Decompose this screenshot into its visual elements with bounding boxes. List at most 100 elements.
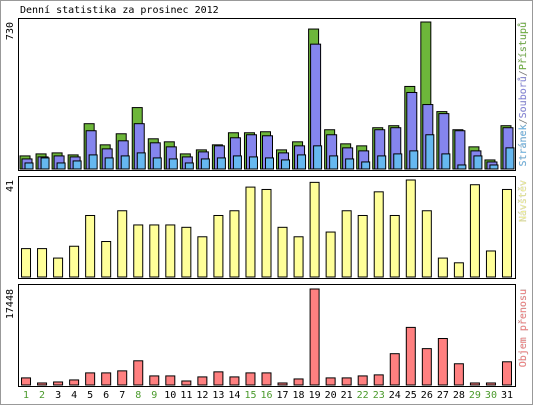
x-tick-label: 5 <box>87 390 93 401</box>
bar <box>101 241 112 278</box>
x-tick-label: 18 <box>293 390 305 401</box>
x-tick-label: 14 <box>228 390 240 401</box>
bar <box>389 353 400 386</box>
x-tick-label: 12 <box>196 390 208 401</box>
bar <box>136 152 146 170</box>
bar <box>501 188 512 278</box>
bar <box>53 257 64 278</box>
bar <box>421 210 432 278</box>
bar <box>53 381 64 386</box>
legend-entry: Návštěv <box>517 180 529 222</box>
bar <box>297 154 307 170</box>
bar <box>69 245 80 278</box>
chart-title: Denní statistika za prosinec 2012 <box>20 4 219 16</box>
y-tick-label: 17448 <box>5 289 16 319</box>
legend-entry: Objem přenosu <box>517 289 529 367</box>
bar <box>229 376 240 386</box>
bar <box>501 361 512 386</box>
bar <box>120 155 130 170</box>
bar <box>505 147 515 170</box>
bar <box>200 158 210 170</box>
legend-entry: Přístupů <box>517 22 529 70</box>
x-tick-label: 13 <box>212 390 224 401</box>
bar <box>184 162 194 170</box>
x-tick-label: 4 <box>71 390 77 401</box>
bar <box>265 157 274 170</box>
bar <box>293 236 304 278</box>
bar <box>405 179 416 278</box>
bar <box>341 210 352 278</box>
bar <box>85 372 96 386</box>
bar <box>216 157 226 170</box>
legend-entry: Stránek <box>517 124 529 166</box>
legend: Objem přenosu <box>517 289 529 367</box>
bar <box>389 214 400 278</box>
x-tick-label: 15 <box>244 390 256 401</box>
bar <box>213 371 224 386</box>
x-tick-label: 1 <box>23 390 29 401</box>
x-tick-label: 11 <box>180 390 192 401</box>
bar <box>40 157 50 170</box>
bar <box>104 157 114 170</box>
bar <box>181 226 192 278</box>
x-tick-label: 25 <box>405 390 417 401</box>
bar <box>213 214 224 278</box>
bar <box>149 224 160 278</box>
bar <box>248 156 258 170</box>
bar <box>405 326 416 386</box>
bar <box>133 224 144 278</box>
bar <box>325 231 336 278</box>
bar <box>454 130 466 170</box>
bar <box>56 162 66 170</box>
x-tick-label: 8 <box>135 390 141 401</box>
bar <box>261 188 272 278</box>
bar <box>85 214 96 278</box>
bar <box>21 248 32 278</box>
legend-separator: / <box>518 118 529 124</box>
x-tick-label: 26 <box>421 390 433 401</box>
x-tick-label: 20 <box>325 390 337 401</box>
bar <box>469 184 480 278</box>
bar <box>473 155 483 170</box>
bar <box>313 145 323 170</box>
bar <box>21 377 32 386</box>
bar <box>197 376 208 386</box>
bar <box>377 155 387 170</box>
bar <box>325 377 336 386</box>
bar <box>457 164 467 170</box>
x-tick-label: 10 <box>164 390 176 401</box>
bar <box>69 379 80 386</box>
x-tick-label: 24 <box>389 390 401 401</box>
bar <box>152 157 162 170</box>
bar <box>37 248 48 278</box>
bar <box>117 210 128 278</box>
x-tick-label: 17 <box>277 390 289 401</box>
bar <box>24 162 34 170</box>
x-tick-label: 27 <box>437 390 449 401</box>
bar <box>229 210 240 278</box>
bar <box>168 158 178 170</box>
bar <box>485 382 496 386</box>
bar <box>421 348 432 386</box>
x-tick-label: 6 <box>103 390 109 401</box>
bar <box>373 374 384 386</box>
x-tick-label: 21 <box>341 390 353 401</box>
bar <box>437 338 448 386</box>
bar <box>437 257 448 278</box>
bar <box>453 363 464 386</box>
bar <box>485 250 496 278</box>
legend-separator: / <box>518 70 529 76</box>
bar <box>469 382 480 386</box>
bar <box>309 288 320 386</box>
bar <box>329 155 339 170</box>
legend: Návštěv <box>517 180 529 222</box>
bar <box>165 375 176 386</box>
x-tick-label: 31 <box>501 390 513 401</box>
bar <box>293 378 304 386</box>
bar <box>393 153 403 170</box>
bar <box>373 191 384 278</box>
bar <box>357 214 368 278</box>
bar <box>409 150 419 170</box>
bar <box>37 382 48 386</box>
